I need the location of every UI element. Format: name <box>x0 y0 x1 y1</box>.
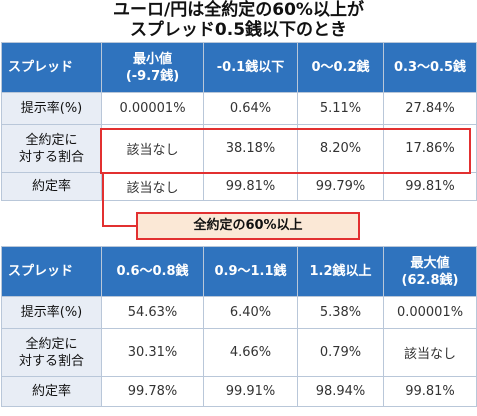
table-cell: 99.81% <box>203 172 298 201</box>
table-cell: 99.81% <box>383 376 477 407</box>
table-row: 約定率 99.78% 99.91% 98.94% 99.81% <box>1 376 477 407</box>
table-cell: 5.38% <box>297 296 384 329</box>
row-label: 全約定に 対する割合 <box>1 328 102 377</box>
table-cell: 6.40% <box>203 296 298 329</box>
table-cell: 99.81% <box>383 172 477 201</box>
table-row: 提示率(%) 54.63% 6.40% 5.38% 0.00001% <box>1 296 477 329</box>
column-header: 0.3〜0.5銭 <box>383 42 477 93</box>
table-cell: 99.79% <box>297 172 384 201</box>
table-cell: 8.20% <box>297 124 384 173</box>
table-cell: 38.18% <box>203 124 298 173</box>
table-cell: 54.63% <box>101 296 204 329</box>
table-row: 全約定に 対する割合 30.31% 4.66% 0.79% 該当なし <box>1 328 477 377</box>
table-cell: 99.91% <box>203 376 298 407</box>
highlight-box <box>100 128 471 174</box>
table-header-row: スプレッド 最小値 (-9.7銭) -0.1銭以下 0〜0.2銭 0.3〜0.5銭 <box>1 42 477 93</box>
table-cell: 該当なし <box>101 172 204 201</box>
table-cell: 4.66% <box>203 328 298 377</box>
column-header: 最大値 (62.8銭) <box>383 246 477 297</box>
table-cell: 0.00001% <box>101 92 204 125</box>
table-row: 全約定に 対する割合 該当なし 38.18% 8.20% 17.86% <box>1 124 477 173</box>
page-title: ユーロ/円は全約定の60%以上が スプレッド0.5銭以下のとき <box>0 0 477 40</box>
table-cell: 5.11% <box>297 92 384 125</box>
table-cell: 0.00001% <box>383 296 477 329</box>
row-label: 全約定に 対する割合 <box>1 124 102 173</box>
table-cell: 該当なし <box>383 328 477 377</box>
table-cell: 27.84% <box>383 92 477 125</box>
spread-table-low: スプレッド 最小値 (-9.7銭) -0.1銭以下 0〜0.2銭 0.3〜0.5銭… <box>1 42 477 201</box>
column-header: 0〜0.2銭 <box>297 42 384 93</box>
spread-table-high: スプレッド 0.6〜0.8銭 0.9〜1.1銭 1.2銭以上 最大値 (62.8銭… <box>1 246 477 407</box>
table-row: 提示率(%) 0.00001% 0.64% 5.11% 27.84% <box>1 92 477 125</box>
corner-header: スプレッド <box>1 246 102 297</box>
title-line-1: ユーロ/円は全約定の60%以上が <box>113 0 364 20</box>
column-header: 1.2銭以上 <box>297 246 384 297</box>
title-line-2: スプレッド0.5銭以下のとき <box>129 20 348 40</box>
table-cell: 0.64% <box>203 92 298 125</box>
table-header-row: スプレッド 0.6〜0.8銭 0.9〜1.1銭 1.2銭以上 最大値 (62.8銭… <box>1 246 477 297</box>
table-row: 約定率 該当なし 99.81% 99.79% 99.81% <box>1 172 477 201</box>
callout-label: 全約定の60%以上 <box>136 212 360 240</box>
row-label: 約定率 <box>1 172 102 201</box>
column-header: 0.6〜0.8銭 <box>101 246 204 297</box>
row-label: 提示率(%) <box>1 92 102 125</box>
table-cell: 99.78% <box>101 376 204 407</box>
row-label: 提示率(%) <box>1 296 102 329</box>
table-cell: 17.86% <box>383 124 477 173</box>
column-header: -0.1銭以下 <box>203 42 298 93</box>
table-cell: 30.31% <box>101 328 204 377</box>
row-label: 約定率 <box>1 376 102 407</box>
table-cell: 該当なし <box>101 124 204 173</box>
connector-line <box>102 174 104 226</box>
corner-header: スプレッド <box>1 42 102 93</box>
column-header: 0.9〜1.1銭 <box>203 246 298 297</box>
table-cell: 98.94% <box>297 376 384 407</box>
column-header: 最小値 (-9.7銭) <box>101 42 204 93</box>
table-cell: 0.79% <box>297 328 384 377</box>
connector-line <box>102 225 136 227</box>
